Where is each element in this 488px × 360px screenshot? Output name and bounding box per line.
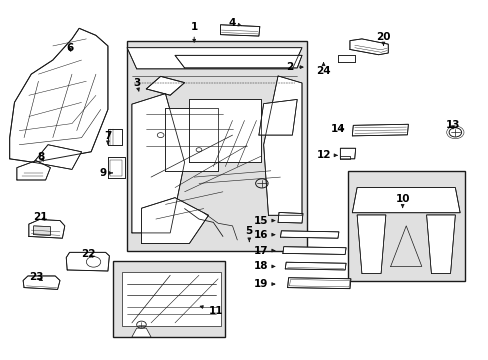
Text: 24: 24 <box>316 63 330 76</box>
Polygon shape <box>29 220 64 238</box>
Text: 5: 5 <box>245 226 252 242</box>
Text: 23: 23 <box>29 272 43 282</box>
Text: 3: 3 <box>133 78 140 91</box>
Polygon shape <box>189 99 261 162</box>
Text: 10: 10 <box>395 194 409 207</box>
Polygon shape <box>285 262 346 270</box>
Polygon shape <box>287 278 350 289</box>
Polygon shape <box>351 124 407 136</box>
Polygon shape <box>17 161 50 180</box>
Polygon shape <box>34 226 50 235</box>
Text: 14: 14 <box>330 124 345 134</box>
Text: 6: 6 <box>66 43 73 53</box>
Text: 20: 20 <box>375 32 390 45</box>
Text: 15: 15 <box>253 216 274 226</box>
Polygon shape <box>347 171 464 280</box>
Polygon shape <box>220 25 259 36</box>
Polygon shape <box>108 157 124 178</box>
Polygon shape <box>263 76 302 215</box>
Polygon shape <box>356 215 385 274</box>
Polygon shape <box>175 55 302 68</box>
Polygon shape <box>280 231 338 238</box>
Polygon shape <box>146 76 184 95</box>
Polygon shape <box>351 188 459 213</box>
Text: 4: 4 <box>228 18 241 28</box>
Text: 16: 16 <box>253 230 274 240</box>
Text: 2: 2 <box>286 62 303 72</box>
Text: 18: 18 <box>253 261 274 271</box>
Polygon shape <box>258 99 297 135</box>
Polygon shape <box>340 148 355 159</box>
Polygon shape <box>23 276 60 289</box>
Polygon shape <box>122 272 220 327</box>
Text: 11: 11 <box>200 306 223 315</box>
Polygon shape <box>108 129 122 145</box>
Polygon shape <box>10 28 108 162</box>
Text: 19: 19 <box>254 279 274 289</box>
Text: 7: 7 <box>104 131 111 144</box>
Polygon shape <box>278 212 303 223</box>
Polygon shape <box>165 108 218 171</box>
Polygon shape <box>349 39 387 55</box>
Text: 12: 12 <box>316 150 336 160</box>
Polygon shape <box>127 41 306 251</box>
Polygon shape <box>132 94 184 233</box>
Text: 8: 8 <box>37 152 44 162</box>
Polygon shape <box>282 247 346 255</box>
Text: 17: 17 <box>253 246 274 256</box>
Polygon shape <box>141 198 208 243</box>
Text: 13: 13 <box>445 120 459 130</box>
Polygon shape <box>127 48 302 69</box>
Polygon shape <box>426 215 454 274</box>
Polygon shape <box>337 55 354 62</box>
Text: 22: 22 <box>81 249 96 259</box>
Text: 9: 9 <box>100 168 112 178</box>
Polygon shape <box>66 252 109 271</box>
Polygon shape <box>132 328 151 337</box>
Text: 21: 21 <box>34 212 48 222</box>
Polygon shape <box>34 145 81 170</box>
Polygon shape <box>112 261 225 337</box>
Text: 1: 1 <box>190 22 198 42</box>
Polygon shape <box>340 156 349 159</box>
